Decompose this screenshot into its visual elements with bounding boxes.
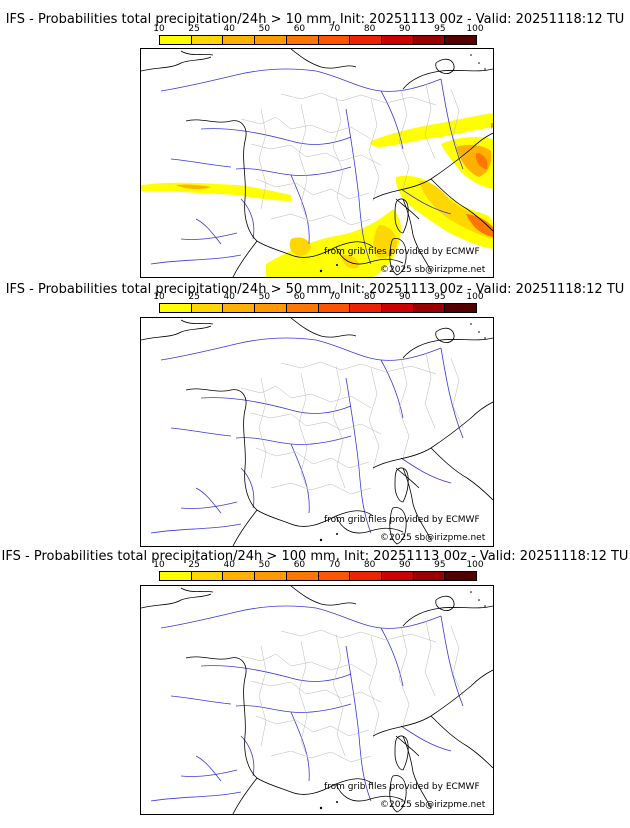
colorbar	[159, 571, 477, 581]
tick-label: 95	[434, 24, 446, 34]
tick-label: 25	[188, 292, 200, 302]
colorbar-swatch	[445, 304, 477, 312]
grib-credit: from grib files provided by ECMWF	[324, 782, 480, 792]
colorbar-swatch	[413, 572, 446, 580]
colorbar-swatch	[381, 572, 414, 580]
panel-100mm: IFS - Probabilities total precipitation/…	[0, 540, 630, 828]
colorbar-swatch	[413, 36, 446, 44]
colorbar-swatch	[223, 304, 256, 312]
colorbar-swatch	[255, 304, 287, 312]
tick-label: 80	[363, 292, 376, 302]
tick-label: 50	[258, 292, 271, 302]
grib-credit: from grib files provided by ECMWF	[324, 247, 480, 257]
site-credit: ©2025 sb@irizpme.net	[380, 265, 486, 275]
panel-10mm: IFS - Probabilities total precipitation/…	[0, 0, 630, 278]
tick-label: 70	[328, 292, 341, 302]
tick-label: 50	[258, 24, 271, 34]
tick-label: 100	[466, 292, 484, 302]
colorbar-swatch	[286, 304, 319, 312]
panel-title: IFS - Probabilities total precipitation/…	[5, 12, 625, 27]
colorbar	[159, 35, 477, 45]
tick-label: 100	[466, 560, 484, 570]
colorbar-ticks: 10 25 40 50 60 70 80 90 95 100	[153, 560, 483, 570]
colorbar-swatch	[191, 572, 224, 580]
panel-title: IFS - Probabilities total precipitation/…	[5, 282, 625, 297]
colorbar-swatch	[160, 36, 192, 44]
map-canvas	[141, 318, 493, 546]
grib-credit: from grib files provided by ECMWF	[324, 515, 480, 525]
tick-label: 95	[434, 292, 446, 302]
tick-label: 50	[258, 560, 271, 570]
colorbar-swatch	[350, 36, 382, 44]
colorbar-swatch	[445, 36, 477, 44]
colorbar-ticks: 10 25 40 50 60 70 80 90 95 100	[153, 24, 483, 34]
colorbar-swatch	[381, 36, 414, 44]
colorbar-swatch	[223, 572, 256, 580]
colorbar	[159, 303, 477, 313]
tick-label: 60	[293, 560, 306, 570]
tick-label: 25	[188, 560, 200, 570]
colorbar-swatch	[350, 304, 382, 312]
panel-50mm: IFS - Probabilities total precipitation/…	[0, 270, 630, 548]
map-canvas	[141, 49, 493, 277]
tick-label: 10	[153, 560, 165, 570]
colorbar-swatch	[255, 572, 287, 580]
tick-label: 10	[153, 24, 165, 34]
tick-label: 10	[153, 292, 165, 302]
tick-label: 60	[293, 24, 306, 34]
colorbar-swatch	[286, 572, 319, 580]
colorbar-swatch	[286, 36, 319, 44]
tick-label: 90	[399, 24, 411, 34]
tick-label: 70	[328, 24, 341, 34]
colorbar-swatch	[350, 572, 382, 580]
tick-label: 90	[399, 292, 411, 302]
tick-label: 70	[328, 560, 341, 570]
panel-title: IFS - Probabilities total precipitation/…	[1, 549, 629, 564]
colorbar-swatch	[318, 572, 351, 580]
colorbar-ticks: 10 25 40 50 60 70 80 90 95 100	[153, 292, 483, 302]
tick-label: 80	[363, 560, 376, 570]
colorbar-swatch	[160, 304, 192, 312]
colorbar-swatch	[160, 572, 192, 580]
colorbar-swatch	[381, 304, 414, 312]
tick-label: 95	[434, 560, 446, 570]
colorbar-swatch	[191, 36, 224, 44]
colorbar-swatch	[191, 304, 224, 312]
site-credit: ©2025 sb@irizpme.net	[380, 800, 486, 810]
tick-label: 80	[363, 24, 376, 34]
probability-map: from grib files provided by ECMWF ©2025 …	[140, 48, 494, 278]
site-credit: ©2025 sb@irizpme.net	[380, 533, 486, 543]
tick-label: 25	[188, 24, 200, 34]
tick-label: 40	[223, 24, 235, 34]
probability-map: from grib files provided by ECMWF ©2025 …	[140, 317, 494, 547]
probability-map: from grib files provided by ECMWF ©2025 …	[140, 585, 494, 815]
colorbar-swatch	[413, 304, 446, 312]
map-canvas	[141, 586, 493, 814]
tick-label: 60	[293, 292, 306, 302]
tick-label: 90	[399, 560, 411, 570]
precip-shading	[141, 113, 493, 277]
colorbar-swatch	[255, 36, 287, 44]
colorbar-swatch	[445, 572, 477, 580]
colorbar-swatch	[318, 304, 351, 312]
tick-label: 100	[466, 24, 484, 34]
tick-label: 40	[223, 292, 235, 302]
colorbar-swatch	[223, 36, 256, 44]
tick-label: 40	[223, 560, 235, 570]
colorbar-swatch	[318, 36, 351, 44]
